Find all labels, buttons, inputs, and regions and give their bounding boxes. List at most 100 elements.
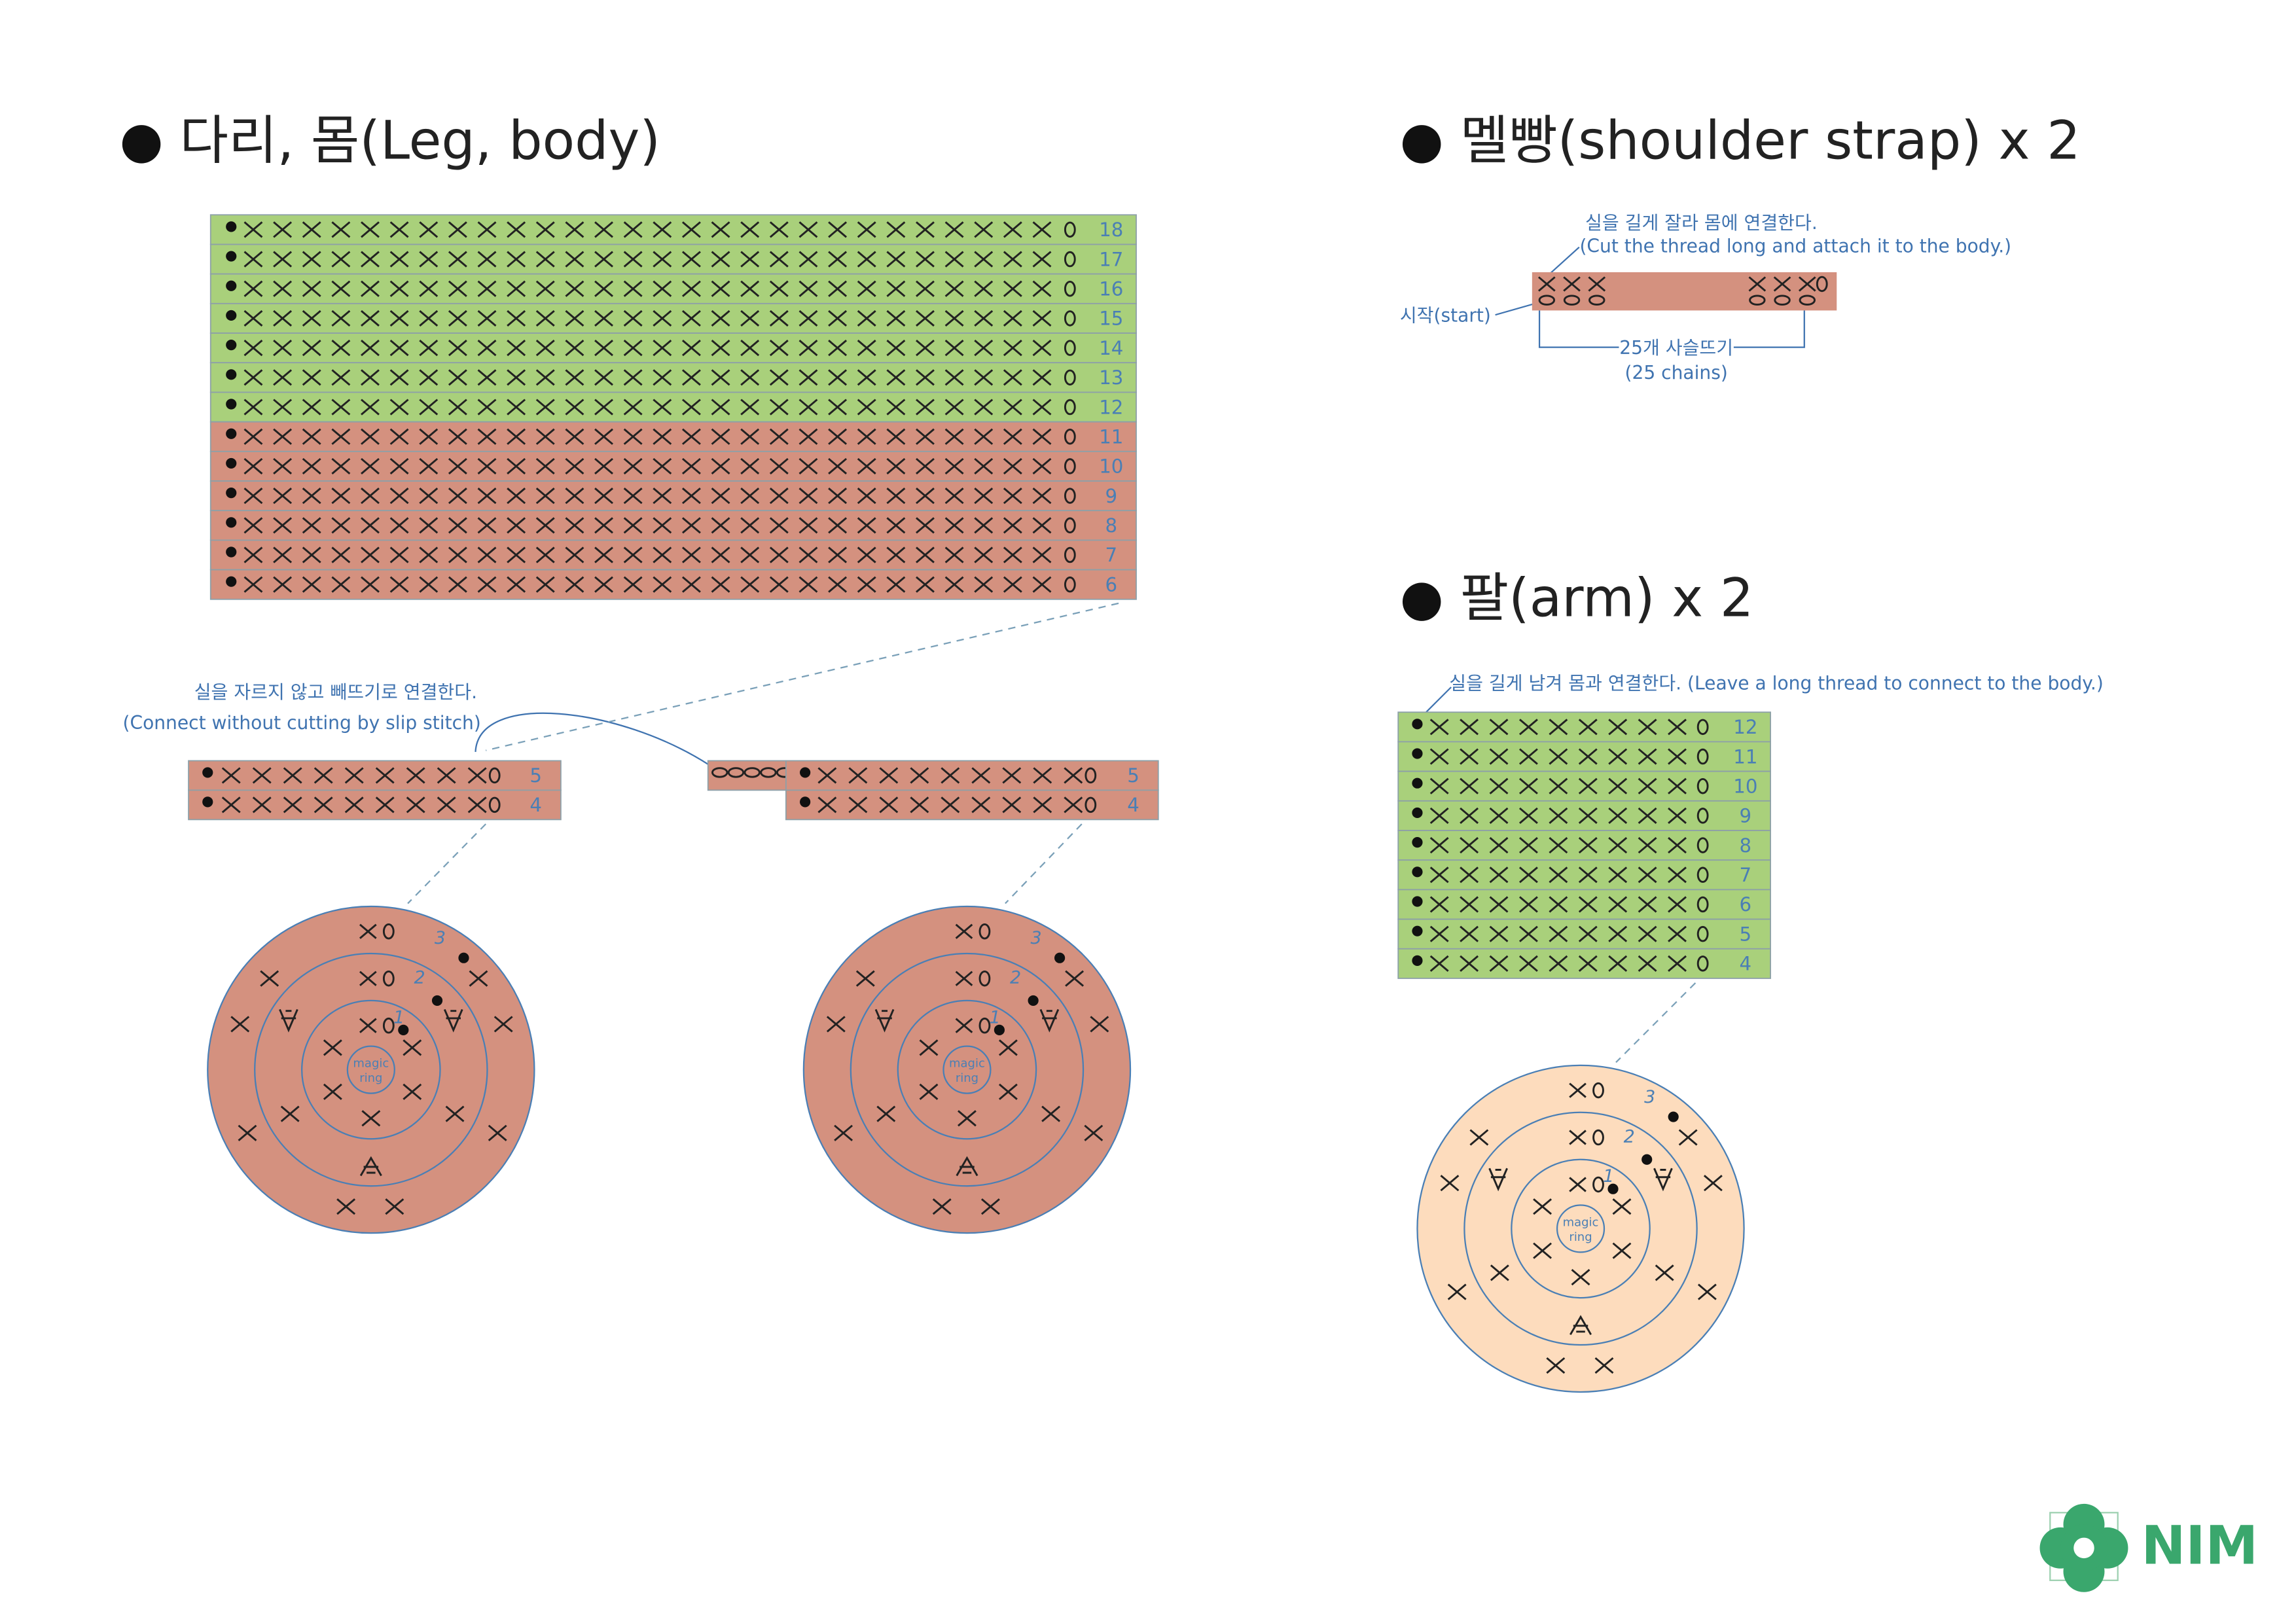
chain xyxy=(1064,576,1076,593)
slip-stitch xyxy=(1412,955,1423,966)
single-crochet xyxy=(681,457,701,474)
single-crochet xyxy=(998,1083,1018,1100)
slip-stitch xyxy=(1641,1154,1653,1165)
single-crochet xyxy=(944,369,964,386)
single-crochet xyxy=(1003,310,1022,327)
single-crochet xyxy=(1549,866,1568,883)
single-crochet xyxy=(944,340,964,357)
single-crochet xyxy=(834,1124,853,1141)
single-crochet xyxy=(243,488,263,505)
single-crochet xyxy=(1608,719,1628,736)
single-crochet xyxy=(1032,517,1052,534)
single-crochet xyxy=(1578,866,1598,883)
single-crochet xyxy=(1655,1264,1674,1281)
single-crochet xyxy=(1668,837,1687,854)
row-number: 12 xyxy=(1099,396,1123,418)
connector xyxy=(407,823,487,904)
single-crochet xyxy=(769,221,789,238)
single-crochet xyxy=(273,517,293,534)
single-crochet xyxy=(910,767,929,784)
single-crochet xyxy=(798,517,818,534)
single-crochet xyxy=(919,1039,939,1056)
single-crochet xyxy=(535,280,555,297)
single-crochet xyxy=(1003,340,1022,357)
round-ring xyxy=(1511,1158,1651,1299)
single-crochet xyxy=(1519,807,1538,824)
magic-ring-label: magic xyxy=(1563,1215,1599,1229)
single-crochet xyxy=(359,1018,377,1033)
single-crochet xyxy=(535,488,555,505)
single-crochet xyxy=(1563,276,1581,292)
single-crochet xyxy=(769,340,789,357)
single-crochet xyxy=(653,280,672,297)
single-crochet xyxy=(740,369,760,386)
single-crochet xyxy=(302,310,321,327)
single-crochet xyxy=(681,251,701,268)
single-crochet xyxy=(477,488,497,505)
single-crochet xyxy=(711,399,730,416)
single-crochet xyxy=(331,251,351,268)
row xyxy=(209,302,1137,334)
single-crochet xyxy=(594,340,613,357)
chain xyxy=(1592,1082,1604,1099)
single-crochet xyxy=(944,310,964,327)
chain xyxy=(382,970,395,987)
logo-text: NIM xyxy=(2142,1516,2258,1577)
single-crochet xyxy=(711,546,730,563)
increase xyxy=(1653,1168,1673,1192)
single-crochet xyxy=(740,340,760,357)
chain xyxy=(760,767,777,778)
single-crochet xyxy=(740,280,760,297)
single-crochet xyxy=(653,221,672,238)
single-crochet xyxy=(221,796,241,813)
single-crochet xyxy=(565,546,584,563)
single-crochet xyxy=(944,488,964,505)
single-crochet xyxy=(323,1039,342,1056)
single-crochet xyxy=(919,1083,939,1100)
single-crochet xyxy=(828,517,848,534)
note: 실을 자르지 않고 빼뜨기로 연결한다. xyxy=(194,681,477,703)
single-crochet xyxy=(798,428,818,445)
single-crochet xyxy=(1668,925,1687,942)
round-ring xyxy=(897,999,1037,1140)
single-crochet xyxy=(711,517,730,534)
single-crochet xyxy=(623,488,643,505)
single-crochet xyxy=(623,251,643,268)
single-crochet xyxy=(1638,807,1657,824)
single-crochet xyxy=(437,767,456,784)
single-crochet xyxy=(283,796,302,813)
chain xyxy=(488,767,501,784)
chain xyxy=(1064,488,1076,504)
single-crochet xyxy=(955,971,973,986)
slip-stitch xyxy=(226,310,237,321)
single-crochet xyxy=(389,576,409,593)
single-crochet xyxy=(389,399,409,416)
single-crochet xyxy=(653,369,672,386)
single-crochet xyxy=(886,399,906,416)
single-crochet xyxy=(1084,1124,1103,1141)
slip-stitch xyxy=(1412,807,1423,819)
single-crochet xyxy=(916,428,935,445)
single-crochet xyxy=(974,310,994,327)
single-crochet xyxy=(623,340,643,357)
single-crochet xyxy=(916,576,935,593)
bullet xyxy=(1402,582,1441,621)
single-crochet xyxy=(594,280,613,297)
row-number: 4 xyxy=(1127,794,1139,816)
single-crochet xyxy=(941,796,960,813)
single-crochet xyxy=(1549,896,1568,913)
single-crochet xyxy=(798,310,818,327)
single-crochet xyxy=(389,546,409,563)
single-crochet xyxy=(1489,748,1509,765)
single-crochet xyxy=(711,457,730,474)
single-crochet xyxy=(886,457,906,474)
slip-stitch xyxy=(458,952,469,963)
single-crochet xyxy=(1594,1357,1614,1374)
single-crochet xyxy=(331,576,351,593)
single-crochet xyxy=(817,767,837,784)
row-number: 9 xyxy=(1740,805,1752,827)
single-crochet xyxy=(507,310,526,327)
magic-ring-label: magic xyxy=(949,1057,985,1071)
single-crochet xyxy=(302,488,321,505)
single-crochet xyxy=(857,546,876,563)
